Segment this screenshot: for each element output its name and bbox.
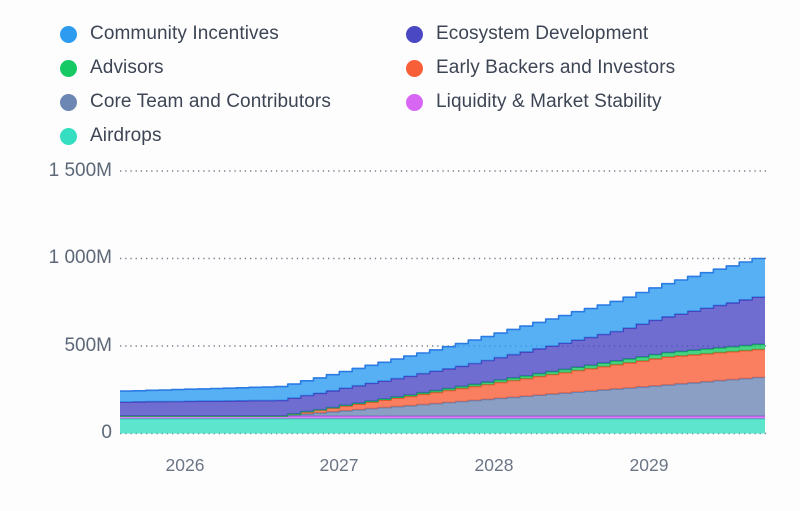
legend-label: Core Team and Contributors bbox=[90, 91, 331, 112]
legend-swatch-icon bbox=[60, 127, 77, 145]
legend-swatch-icon bbox=[406, 25, 423, 43]
area-early-backers-and-investors[interactable] bbox=[120, 349, 765, 417]
legend-label: Ecosystem Development bbox=[436, 23, 649, 44]
y-axis-tick-0: 0 bbox=[101, 422, 112, 443]
x-axis-tick-2027: 2027 bbox=[319, 455, 359, 475]
area-core-team-and-contributors[interactable] bbox=[120, 377, 765, 417]
line-community-incentives bbox=[120, 257, 765, 392]
legend-label: Early Backers and Investors bbox=[436, 57, 676, 78]
legend-item-ecosystem-development[interactable]: Ecosystem Development bbox=[406, 17, 675, 51]
legend-label: Advisors bbox=[90, 57, 164, 78]
legend-item-advisors[interactable]: Advisors bbox=[60, 51, 331, 85]
legend-swatch-icon bbox=[60, 25, 77, 43]
legend-item-liquidity-market-stability[interactable]: Liquidity & Market Stability bbox=[406, 85, 675, 119]
y-axis-tick-1000m: 1 000M bbox=[48, 247, 112, 268]
area-advisors[interactable] bbox=[120, 344, 765, 416]
legend-item-core-team-and-contributors[interactable]: Core Team and Contributors bbox=[60, 85, 331, 119]
x-axis-tick-2029: 2029 bbox=[629, 455, 669, 475]
legend-item-community-incentives[interactable]: Community Incentives bbox=[60, 17, 331, 51]
legend-swatch-icon bbox=[406, 93, 423, 111]
legend-item-airdrops[interactable]: Airdrops bbox=[60, 119, 331, 153]
x-axis-tick-2028: 2028 bbox=[474, 455, 514, 475]
x-axis-tick-2026: 2026 bbox=[165, 455, 205, 475]
legend-item-early-backers-and-investors[interactable]: Early Backers and Investors bbox=[406, 51, 675, 85]
legend-swatch-icon bbox=[406, 59, 423, 77]
chart-legend-column-2: Ecosystem Development Early Backers and … bbox=[406, 17, 675, 119]
legend-label: Liquidity & Market Stability bbox=[436, 91, 662, 112]
legend-label: Community Incentives bbox=[90, 23, 279, 44]
area-airdrops[interactable] bbox=[120, 418, 765, 434]
legend-label: Airdrops bbox=[90, 125, 162, 146]
chart-legend-column-1: Community Incentives Advisors Core Team … bbox=[60, 17, 331, 153]
y-axis-tick-500m: 500M bbox=[64, 335, 112, 356]
legend-swatch-icon bbox=[60, 93, 77, 111]
y-axis-tick-1500m: 1 500M bbox=[48, 160, 112, 181]
legend-swatch-icon bbox=[60, 59, 77, 77]
